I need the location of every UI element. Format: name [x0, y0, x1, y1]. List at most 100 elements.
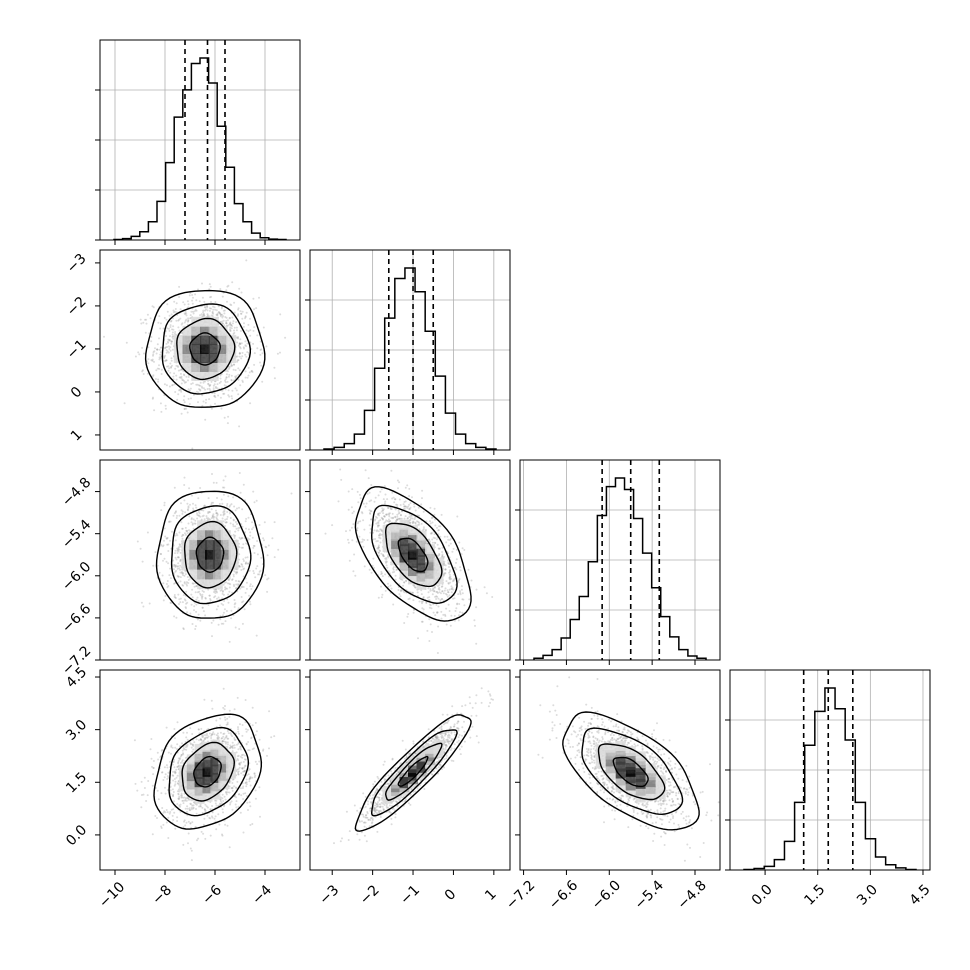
- sample-point: [175, 616, 178, 619]
- sample-point: [222, 593, 225, 596]
- sample-point: [234, 530, 237, 533]
- sample-point: [173, 563, 176, 566]
- density-cell: [191, 325, 202, 336]
- sample-point: [226, 511, 229, 513]
- sample-point: [235, 579, 237, 582]
- sample-point: [177, 575, 180, 578]
- sample-point: [238, 352, 241, 355]
- sample-point: [244, 370, 247, 373]
- sample-point: [212, 513, 215, 516]
- sample-point: [179, 761, 182, 764]
- sample-point: [176, 514, 178, 517]
- sample-point: [166, 365, 168, 368]
- density-cell: [408, 525, 418, 536]
- sample-point: [185, 581, 188, 584]
- sample-point: [224, 521, 227, 524]
- density-cell: [189, 530, 200, 541]
- sample-point: [447, 591, 450, 594]
- sample-point: [166, 303, 169, 306]
- sample-point: [242, 560, 245, 562]
- sample-point: [157, 380, 160, 383]
- sample-point: [178, 598, 181, 601]
- density-cell: [208, 334, 219, 345]
- sample-point: [432, 611, 435, 614]
- sample-point: [361, 512, 364, 515]
- sample-point: [377, 596, 380, 599]
- sample-point: [186, 529, 189, 532]
- hist-panel-p22: [515, 460, 720, 665]
- sample-point: [157, 321, 160, 324]
- sample-point: [457, 579, 460, 582]
- sample-point: [259, 349, 262, 351]
- sample-point: [179, 559, 182, 562]
- sample-point: [380, 510, 383, 513]
- sample-point: [186, 300, 189, 303]
- sample-point: [253, 352, 256, 355]
- sample-point: [450, 591, 453, 594]
- hist-panel-p00: [95, 40, 300, 245]
- sample-point: [179, 372, 182, 375]
- sample-point: [400, 589, 403, 592]
- density-cell: [191, 353, 202, 363]
- sample-point: [146, 531, 149, 534]
- sample-point: [387, 575, 390, 578]
- sample-point: [183, 380, 186, 383]
- sample-point: [437, 625, 440, 628]
- sample-point: [178, 543, 181, 546]
- sample-point: [204, 401, 207, 404]
- sample-point: [186, 584, 188, 587]
- sample-point: [454, 610, 457, 612]
- sample-point: [202, 823, 205, 826]
- sample-point: [238, 369, 241, 372]
- sample-point: [167, 585, 170, 587]
- sample-point: [191, 596, 194, 599]
- sample-point: [253, 545, 256, 547]
- sample-point: [418, 514, 421, 517]
- sample-point: [252, 490, 255, 493]
- sample-point: [150, 359, 153, 362]
- sample-point: [259, 569, 262, 572]
- density-cell: [425, 577, 435, 587]
- sample-point: [214, 802, 217, 805]
- sample-point: [249, 341, 252, 344]
- sample-point: [252, 570, 255, 572]
- sample-point: [220, 321, 222, 324]
- sample-point: [375, 530, 378, 533]
- sample-point: [252, 329, 255, 332]
- sample-point: [379, 537, 382, 540]
- sample-point: [191, 294, 194, 296]
- sample-point: [428, 596, 431, 599]
- sample-point: [396, 513, 399, 516]
- sample-point: [231, 750, 234, 753]
- sample-point: [244, 315, 247, 318]
- sample-point: [380, 552, 383, 555]
- density-cell: [200, 343, 210, 354]
- sample-point: [391, 512, 394, 515]
- sample-point: [181, 794, 183, 797]
- sample-point: [437, 588, 440, 590]
- sample-point: [177, 593, 180, 596]
- sample-point: [436, 611, 439, 614]
- sample-point: [183, 598, 186, 601]
- sample-point: [191, 299, 194, 302]
- sample-point: [141, 560, 144, 563]
- sample-point: [246, 376, 249, 379]
- sample-point: [229, 328, 231, 331]
- sample-point: [233, 329, 235, 332]
- sample-point: [174, 597, 177, 599]
- sample-point: [176, 398, 179, 401]
- sample-point: [241, 351, 244, 354]
- sample-point: [233, 311, 236, 314]
- sample-point: [242, 785, 245, 788]
- sample-point: [215, 509, 217, 512]
- sample-point: [218, 312, 221, 315]
- sample-point: [376, 525, 379, 528]
- sample-point: [164, 595, 167, 597]
- sample-point: [369, 531, 372, 534]
- sample-point: [244, 764, 247, 767]
- sample-point: [237, 378, 240, 381]
- sample-point: [229, 303, 232, 306]
- sample-point: [433, 533, 436, 536]
- sample-point: [212, 305, 215, 308]
- sample-point: [422, 596, 425, 598]
